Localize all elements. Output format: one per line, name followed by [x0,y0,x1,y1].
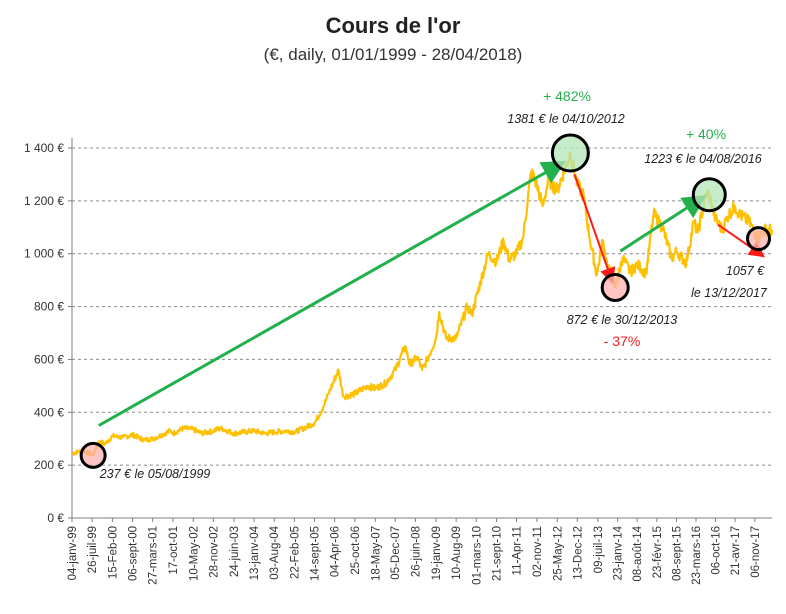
x-tick-label: 04-Apr-06 [330,526,342,577]
chart-title: Cours de l'or [326,13,461,38]
annotation-label: 1381 € le 04/10/2012 [507,112,625,126]
annotation-label: 237 € le 05/08/1999 [99,467,211,481]
x-tick-label: 04-janv-99 [67,526,79,580]
price-series [71,151,774,457]
y-tick-label: 800 € [34,300,64,314]
x-tick-label: 22-Feb-05 [289,526,301,579]
y-tick-label: 600 € [34,352,64,366]
change-arrows [98,160,766,427]
x-tick-label: 06-sept-00 [128,526,140,581]
x-tick-label: 06-oct-16 [711,526,723,575]
annotation-labels: 237 € le 05/08/1999 1381 € le 04/10/2012 8… [99,88,768,481]
y-tick-label: 1 000 € [24,247,64,261]
x-tick-label: 25-oct-06 [350,526,362,575]
annotation-marker [746,226,772,252]
x-tick-label: 23-janv-14 [613,525,625,580]
change-arrow-down [573,174,616,284]
x-tick-label: 23-mars-16 [691,526,703,585]
x-tick-label: 02-nov-11 [532,526,544,577]
x-tick-label: 13-Dec-12 [572,526,584,580]
annotation-marker [79,441,107,469]
annotation-label: 1223 € le 04/08/2016 [644,152,762,166]
x-tick-label: 08-août-14 [632,525,644,581]
annotation-marker [600,273,630,303]
annotation-markers [79,133,772,469]
change-percentage-label: - 37% [604,333,641,349]
y-tick-label: 1 400 € [24,141,64,155]
annotation-marker [691,177,727,213]
annotation-label: le 13/12/2017 [691,286,768,300]
x-tick-label: 06-nov-17 [750,526,762,578]
annotation-marker [550,133,590,173]
x-tick-label: 14-sept-05 [310,526,322,581]
annotation-label: 1057 € [726,264,765,278]
y-tick-label: 1 200 € [24,194,64,208]
change-arrow-up [98,160,567,427]
x-tick-label: 19-janv-09 [431,526,443,580]
x-tick-label: 26-juil-99 [87,526,99,573]
gridlines [72,147,772,466]
x-tick-label: 11-Apr-11 [512,526,524,575]
x-tick-label: 24-juin-03 [229,526,241,577]
y-tick-label: 200 € [34,458,64,472]
x-tick-label: 10-Aug-09 [451,526,463,580]
x-tick-label: 01-mars-10 [471,526,483,585]
x-tick-label: 27-mars-01 [148,526,160,585]
chart-subtitle: (€, daily, 01/01/1999 - 28/04/2018) [264,45,523,64]
x-tick-label: 28-nov-02 [208,526,220,578]
annotation-label: 872 € le 30/12/2013 [567,313,678,327]
x-tick-label: 25-May-12 [552,526,564,581]
change-arrow-up [619,194,707,253]
x-tick-label: 21-sept-10 [492,526,504,581]
x-tick-label: 13-janv-04 [249,525,261,580]
x-tick-label: 18-May-07 [370,526,382,581]
x-tick-label: 08-sept-15 [671,526,683,581]
change-percentage-label: + 40% [686,126,726,142]
x-tick-label: 10-May-02 [188,526,200,581]
y-axis-ticks: 0 € 200 € 400 € 600 € 800 € 1 000 € 1 200 € 1 4… [24,141,64,525]
x-tick-label: 05-Dec-07 [390,526,402,580]
x-axis-ticks: 04-janv-99 26-juil-99 15-Feb-00 06-sept-00 2… [67,518,762,585]
x-tick-label: 09-juil-13 [593,526,605,573]
x-tick-label: 17-oct-01 [168,526,180,575]
x-tick-label: 26-juin-08 [410,526,422,577]
x-tick-label: 21-avr-17 [730,526,742,575]
x-tick-label: 15-Feb-00 [107,526,119,579]
y-tick-label: 400 € [34,405,64,419]
x-tick-label: 23-févr-15 [652,526,664,578]
y-tick-label: 0 € [47,511,64,525]
change-percentage-label: + 482% [543,88,591,104]
x-tick-label: 03-Aug-04 [269,525,281,579]
gold-price-line [71,151,774,457]
axes [68,138,772,519]
